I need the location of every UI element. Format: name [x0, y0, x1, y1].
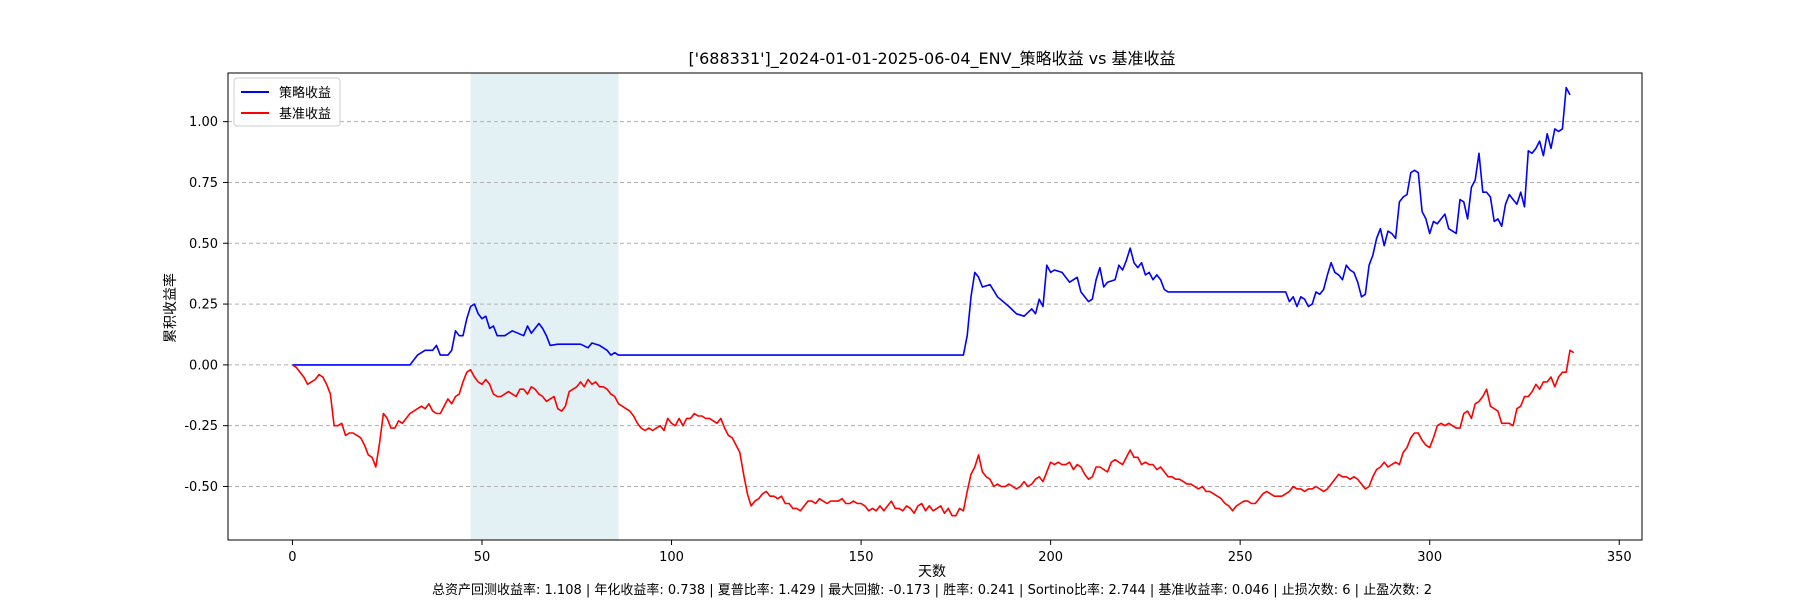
y-tick-label: 0.00 — [189, 358, 218, 373]
y-tick-label: -0.25 — [184, 419, 218, 434]
y-tick-label: -0.50 — [184, 480, 218, 495]
chart-title: ['688331']_2024-01-01-2025-06-04_ENV_策略收… — [688, 49, 1175, 69]
series-lines — [291, 86, 1575, 517]
x-tick-label: 300 — [1417, 550, 1442, 565]
y-axis-ticks: -0.50 -0.25 0.00 0.25 0.50 0.75 1.00 — [184, 115, 228, 495]
y-tick-label: 0.25 — [189, 298, 218, 313]
legend-label-strategy: 策略收益 — [279, 85, 331, 101]
x-tick-label: 350 — [1607, 550, 1632, 565]
strategy-return-line — [292, 86, 1571, 366]
benchmark-return-line — [291, 349, 1575, 517]
x-tick-label: 250 — [1228, 550, 1253, 565]
y-tick-label: 0.75 — [189, 176, 218, 191]
y-tick-label: 1.00 — [189, 115, 218, 130]
backtest-summary: 总资产回测收益率: 1.108 | 年化收益率: 0.738 | 夏普比率: 1… — [432, 582, 1432, 598]
plot-frame — [227, 72, 1643, 541]
plot-area — [227, 72, 1643, 541]
y-tick-label: 0.50 — [189, 237, 218, 252]
y-axis-label: 累积收益率 — [162, 273, 179, 343]
x-tick-label: 100 — [659, 550, 684, 565]
highlight-span — [470, 73, 619, 540]
gridlines — [228, 121, 1642, 487]
x-tick-label: 150 — [849, 550, 874, 565]
legend: 策略收益 基准收益 — [233, 77, 341, 127]
x-tick-label: 50 — [474, 550, 491, 565]
x-tick-label: 200 — [1038, 550, 1063, 565]
x-axis-ticks: 0 50 100 150 200 250 300 350 — [288, 540, 1632, 565]
x-tick-label: 0 — [288, 550, 296, 565]
x-axis-label: 天数 — [918, 564, 946, 580]
legend-label-benchmark: 基准收益 — [279, 107, 331, 122]
